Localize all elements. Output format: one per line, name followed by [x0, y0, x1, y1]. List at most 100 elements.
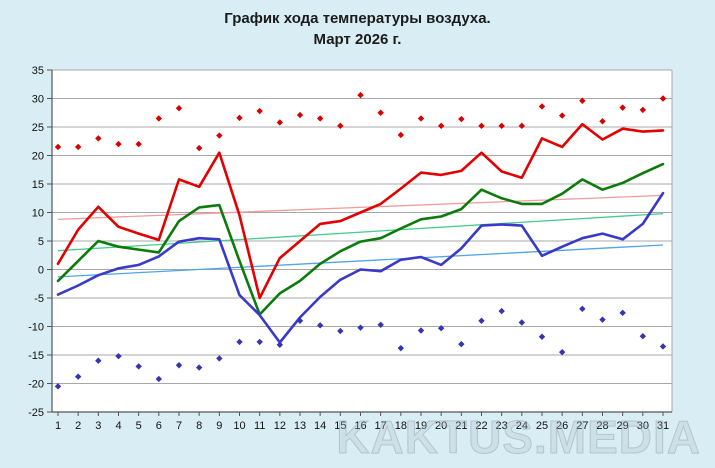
record-high-dots-marker — [256, 107, 263, 115]
record-low-dots-marker — [236, 338, 243, 346]
record-high-dots-marker — [478, 122, 485, 130]
record-low-dots-marker — [216, 355, 223, 362]
max-temp-line — [56, 122, 665, 300]
record-low-dots-marker — [357, 324, 364, 331]
record-high-dots-marker — [558, 112, 566, 119]
record-low-dots-marker — [296, 317, 304, 324]
x-tick-label: 27 — [576, 420, 588, 432]
record-low-dots-marker — [599, 316, 606, 323]
y-tick-label: 5 — [38, 236, 44, 248]
x-tick-label: 26 — [556, 420, 568, 432]
y-tick-label: 30 — [32, 94, 44, 106]
x-tick-label: 30 — [637, 420, 649, 432]
record-low-dots-marker — [498, 307, 505, 315]
y-tick-label: 10 — [32, 208, 44, 220]
x-tick-label: 25 — [536, 420, 548, 432]
x-tick-label: 15 — [334, 420, 346, 432]
record-low-dots-marker — [417, 327, 425, 334]
record-high-dots-marker — [276, 119, 284, 126]
record-high-dots-marker — [236, 114, 243, 122]
record-low-dots-marker — [437, 325, 445, 332]
record-high-dots-marker — [337, 122, 344, 130]
x-tick-label: 6 — [156, 420, 162, 432]
record-high-dots-marker — [115, 140, 122, 148]
record-low-dots-marker — [337, 327, 344, 335]
x-tick-label: 10 — [233, 420, 245, 432]
y-tick-label: 15 — [32, 179, 44, 191]
record-high-dots-marker — [397, 131, 405, 139]
record-low-dots-marker — [478, 317, 485, 324]
record-low-dots-marker — [175, 362, 183, 369]
record-high-dots-marker — [437, 122, 445, 130]
x-tick-label: 9 — [216, 420, 222, 432]
record-low-dots-marker — [256, 338, 263, 346]
record-high-dots-marker — [498, 122, 505, 130]
trend-mean — [57, 212, 664, 252]
x-tick-label: 18 — [395, 420, 407, 432]
record-high-dots-marker — [538, 103, 546, 110]
record-low-dots-marker — [377, 321, 384, 328]
x-tick-label: 24 — [516, 420, 528, 432]
x-tick-label: 19 — [415, 420, 427, 432]
y-tick-label: -25 — [28, 407, 44, 419]
record-high-dots-marker — [95, 135, 102, 142]
record-high-dots-marker — [135, 140, 142, 148]
x-tick-label: 22 — [475, 420, 487, 432]
x-tick-label: 4 — [115, 420, 121, 432]
x-tick-label: 16 — [354, 420, 366, 432]
record-high-dots-marker — [155, 115, 163, 122]
y-tick-label: 25 — [32, 122, 44, 134]
record-high-dots-marker — [579, 97, 586, 104]
trend-min — [57, 244, 664, 278]
x-tick-label: 20 — [435, 420, 447, 432]
x-tick-label: 2 — [75, 420, 81, 432]
record-high-dots-marker — [357, 91, 364, 99]
record-high-dots-marker — [216, 132, 223, 139]
trend-max — [57, 194, 664, 220]
x-tick-label: 13 — [294, 420, 306, 432]
record-low-dots-marker — [54, 383, 62, 390]
record-low-dots-marker — [579, 305, 586, 313]
x-tick-label: 3 — [95, 420, 101, 432]
record-high-dots-marker — [518, 122, 526, 130]
min-temp-line — [56, 191, 665, 344]
record-high-dots-marker — [74, 143, 82, 151]
y-tick-label: -5 — [34, 293, 44, 305]
x-tick-label: 17 — [375, 420, 387, 432]
record-low-dots-marker — [458, 340, 465, 348]
record-high-dots-marker — [296, 111, 304, 119]
x-tick-label: 31 — [657, 420, 669, 432]
chart-subtitle: Март 2026 г. — [313, 31, 402, 48]
record-low-dots-marker — [518, 319, 526, 326]
y-tick-label: -20 — [28, 379, 44, 391]
record-low-dots-marker — [558, 348, 566, 356]
x-tick-label: 7 — [176, 420, 182, 432]
record-low-dots-marker — [74, 373, 82, 380]
record-low-dots-marker — [135, 363, 142, 370]
record-high-dots-marker — [316, 115, 324, 122]
y-tick-label: 0 — [38, 265, 44, 277]
record-high-dots-marker — [417, 115, 425, 122]
y-tick-label: -15 — [28, 350, 44, 362]
record-low-dots-marker — [276, 341, 284, 348]
record-high-dots-marker — [175, 104, 183, 112]
record-low-dots-marker — [639, 332, 647, 340]
record-low-dots-marker — [95, 357, 102, 364]
record-high-dots-marker — [599, 118, 606, 125]
record-high-dots-marker — [659, 95, 667, 102]
x-tick-label: 23 — [496, 420, 508, 432]
record-high-dots-marker — [619, 104, 626, 111]
record-low-dots-marker — [659, 343, 667, 350]
x-tick-label: 12 — [274, 420, 286, 432]
record-high-dots-marker — [54, 143, 62, 151]
record-low-dots-marker — [316, 322, 324, 329]
record-low-dots-marker — [195, 364, 203, 371]
record-high-dots-marker — [195, 144, 203, 152]
chart-title-block: График хода температуры воздуха. Март 20… — [0, 8, 715, 50]
x-tick-label: 1 — [55, 420, 61, 432]
chart-title: График хода температуры воздуха. — [224, 10, 491, 27]
y-tick-label: -10 — [28, 322, 44, 334]
x-tick-label: 5 — [136, 420, 142, 432]
